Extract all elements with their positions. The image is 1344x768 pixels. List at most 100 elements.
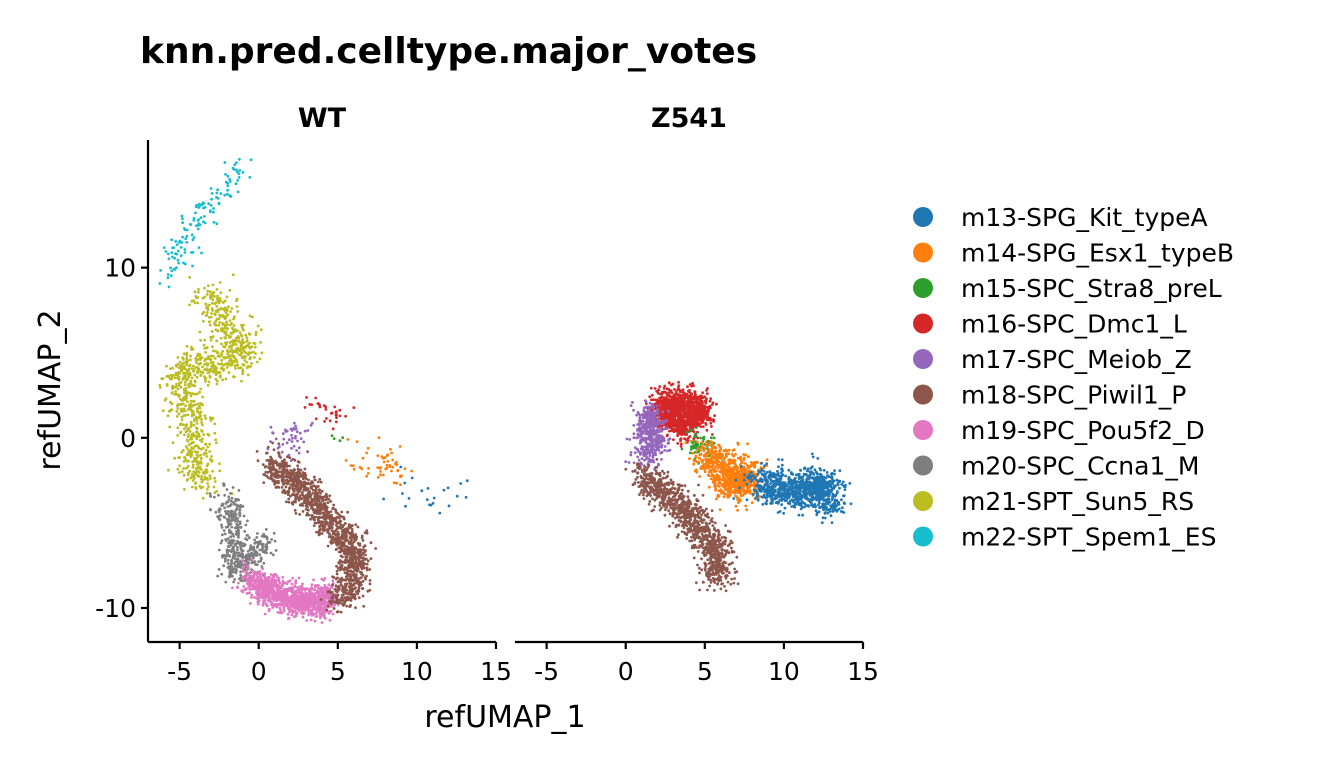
data-point [246,373,250,377]
data-point [170,269,174,273]
data-point [231,518,235,522]
data-point [202,478,205,482]
data-point [186,439,190,443]
data-point [353,546,357,549]
data-point [178,464,182,468]
data-point [165,364,168,368]
data-point [304,495,307,498]
data-point [198,484,202,488]
data-point [248,584,251,588]
data-point [215,288,219,291]
data-point [253,538,256,542]
data-point [292,604,296,608]
data-point [287,453,291,457]
data-point [228,363,232,366]
data-point [215,351,219,355]
data-point [710,425,713,428]
data-point [176,407,180,410]
data-point [226,362,229,365]
data-point [317,598,320,601]
data-point [215,489,219,493]
data-point [243,530,247,533]
data-point [199,338,203,342]
data-point [158,386,162,389]
data-point [701,391,704,394]
data-point [215,379,219,383]
data-point [292,590,296,594]
data-point [215,196,218,199]
data-point [294,581,298,585]
data-point [277,442,281,446]
cluster-m20-SPC_Ccna1_M [208,482,278,589]
data-point [346,510,349,514]
data-point [184,457,188,461]
data-point [185,459,189,463]
data-point [228,354,231,357]
data-point [215,371,218,375]
data-point [209,338,213,342]
data-point [228,573,232,577]
data-point [269,440,272,443]
data-point [162,246,166,250]
data-point [205,311,209,314]
data-point [201,403,205,407]
data-point [426,487,430,490]
data-point [346,572,349,576]
data-point [298,431,302,435]
data-point [197,246,201,250]
data-point [235,351,239,354]
data-point [338,408,342,412]
data-point [252,596,256,599]
data-point [252,350,255,354]
data-point [184,367,188,371]
data-point [262,532,266,536]
data-point [190,367,194,370]
data-point [191,465,195,469]
data-point [184,237,188,241]
data-point [241,327,245,331]
data-point [701,401,704,405]
data-point [184,404,188,408]
data-point [232,539,236,542]
data-point [364,577,368,581]
data-point [205,346,209,349]
data-point [175,382,178,386]
data-point [287,491,291,494]
panel-wt-points [158,157,469,624]
data-point [330,515,334,519]
data-point [194,481,198,485]
data-point [303,406,307,409]
data-point [210,369,213,373]
data-point [331,541,335,545]
data-point [355,440,359,443]
data-point [282,475,285,478]
data-point [206,371,210,375]
data-point [325,494,329,498]
data-point [264,602,268,605]
data-point [209,477,212,480]
data-point [322,602,325,606]
cluster-m19-SPC_Pou5f2_D [231,558,347,624]
data-point [181,356,185,359]
data-point [185,241,189,244]
data-point [188,303,191,307]
data-point [279,609,282,612]
data-point [239,570,243,574]
data-point [225,341,229,345]
data-point [180,369,183,373]
data-point [385,463,389,467]
data-point [325,417,328,420]
data-point [216,294,220,298]
data-point [195,416,199,420]
data-point [241,567,245,570]
data-point [339,610,343,614]
data-point [184,445,188,448]
data-point [204,469,207,472]
data-point [283,458,286,461]
data-point [217,548,221,552]
data-point [306,511,309,515]
data-point [252,569,255,573]
data-point [310,609,313,612]
data-point [199,216,203,220]
data-point [328,419,332,423]
